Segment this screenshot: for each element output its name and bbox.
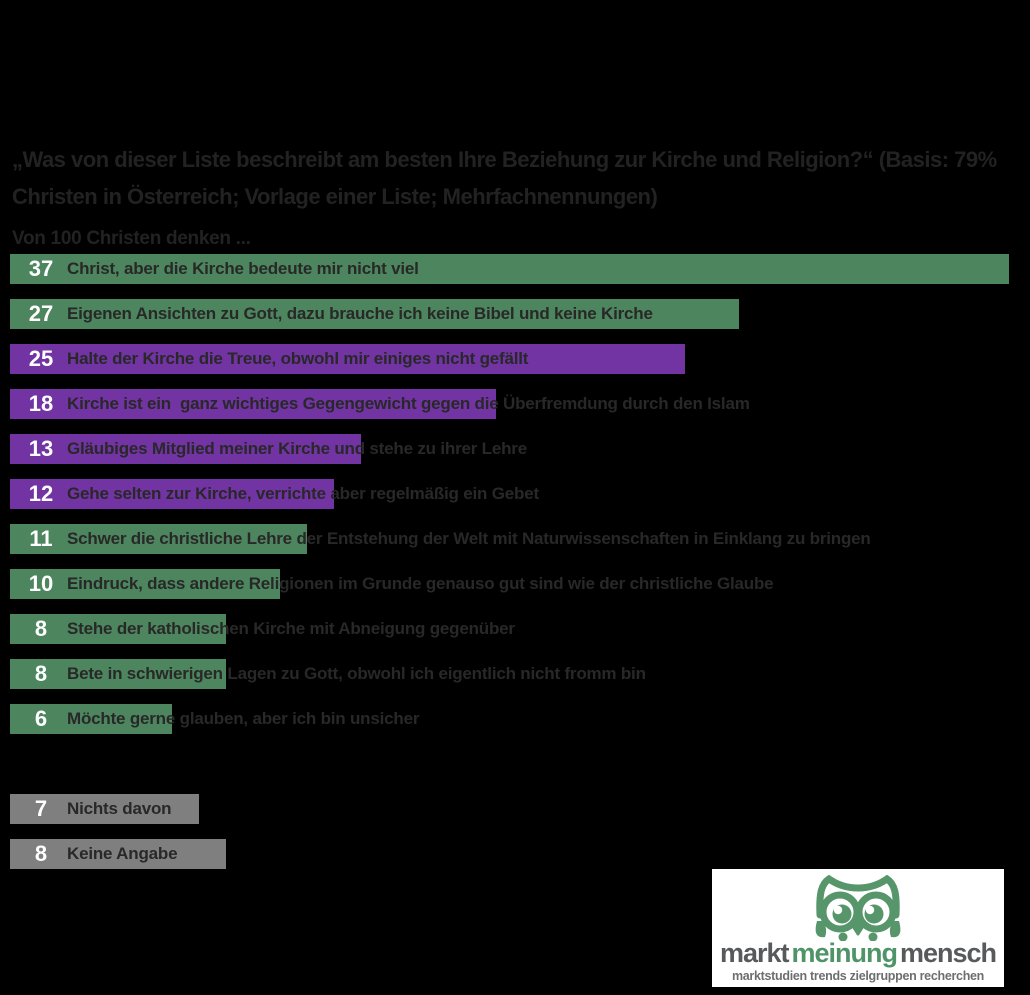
bar-value: 11	[29, 526, 53, 551]
bar-label: Schwer die christliche Lehre der Entsteh…	[67, 529, 871, 548]
bar-green	[10, 524, 307, 554]
logo-wordmark: markt meinung mensch	[712, 940, 1004, 967]
bar-value: 6	[34, 706, 48, 731]
bar-label: Eigenen Ansichten zu Gott, dazu brauche …	[67, 304, 653, 323]
owl-logo-icon	[815, 874, 901, 941]
bar-purple	[10, 434, 361, 464]
logo-word-markt: markt	[719, 938, 790, 968]
chart-row: 8 Stehe der katholischen Kirche mit Abnei…	[10, 614, 1024, 644]
brand-logo: markt meinung mensch marktstudien trends z…	[712, 869, 1004, 987]
bar-purple	[10, 389, 496, 419]
chart-row: 18 Kirche ist ein ganz wichtiges Gegengew…	[10, 389, 1024, 419]
bar-value: 27	[28, 301, 54, 326]
bar-label: Eindruck, dass andere Religionen im Grun…	[67, 574, 774, 593]
logo-tagline: marktstudien trends zielgruppen recherch…	[731, 969, 985, 983]
bar-purple	[10, 344, 685, 374]
chart-row: 25 Halte der Kirche die Treue, obwohl mir…	[10, 344, 1024, 374]
chart-row: 13 Gläubiges Mitglied meiner Kirche und s…	[10, 434, 1024, 464]
chart-row: 8 Keine Angabe	[10, 839, 1024, 869]
chart-row: 10 Eindruck, dass andere Religionen im Gr…	[10, 569, 1024, 599]
chart-row: 27 Eigenen Ansichten zu Gott, dazu brauch…	[10, 299, 1024, 329]
bar-value: 25	[28, 346, 54, 371]
bar-label: Nichts davon	[67, 799, 172, 818]
bar-label: Gläubiges Mitglied meiner Kirche und ste…	[67, 439, 527, 458]
bar-value: 10	[28, 571, 54, 596]
bar-green	[10, 299, 739, 329]
chart-row: 7 Nichts davon	[10, 794, 1024, 824]
chart-row: 6 Möchte gerne glauben, aber ich bin unsi…	[10, 704, 1024, 734]
bar-label: Keine Angabe	[67, 844, 178, 863]
bar-purple	[10, 479, 334, 509]
survey-question-title: „Was von dieser Liste beschreibt am best…	[12, 147, 997, 209]
bar-label: Gehe selten zur Kirche, verrichte aber r…	[67, 484, 539, 503]
bar-value: 12	[28, 481, 54, 506]
bar-green	[10, 254, 1009, 284]
bar-label: Kirche ist ein ganz wichtiges Gegengewic…	[67, 394, 750, 413]
bar-value: 37	[28, 256, 54, 281]
bar-label: Halte der Kirche die Treue, obwohl mir e…	[67, 349, 529, 368]
bar-value: 8	[34, 616, 48, 641]
bar-green	[10, 659, 226, 689]
bar-value: 7	[34, 796, 48, 821]
bar-value: 8	[34, 841, 48, 866]
bar-label: Bete in schwierigen Lagen zu Gott, obwoh…	[67, 664, 646, 683]
bar-green	[10, 614, 226, 644]
chart-row: 11 Schwer die christliche Lehre der Entst…	[10, 524, 1024, 554]
chart-row: 8 Bete in schwierigen Lagen zu Gott, obwo…	[10, 659, 1024, 689]
bar-label: Möchte gerne glauben, aber ich bin unsic…	[67, 709, 420, 728]
chart-row: 12 Gehe selten zur Kirche, verrichte aber…	[10, 479, 1024, 509]
lead-in-text: Von 100 Christen denken ...	[12, 228, 251, 249]
bar-value: 13	[28, 436, 54, 461]
bar-gray	[10, 794, 199, 824]
logo-word-mensch: mensch	[900, 938, 997, 968]
bar-label: Stehe der katholischen Kirche mit Abneig…	[67, 619, 515, 638]
bar-label: Christ, aber die Kirche bedeute mir nich…	[67, 259, 419, 278]
chart-row: 37 Christ, aber die Kirche bedeute mir ni…	[10, 254, 1024, 284]
bar-green	[10, 704, 172, 734]
logo-word-meinung: meinung	[791, 938, 898, 968]
bar-value: 18	[28, 391, 54, 416]
bar-green	[10, 569, 280, 599]
bar-value: 8	[34, 661, 48, 686]
bar-gray	[10, 839, 226, 869]
